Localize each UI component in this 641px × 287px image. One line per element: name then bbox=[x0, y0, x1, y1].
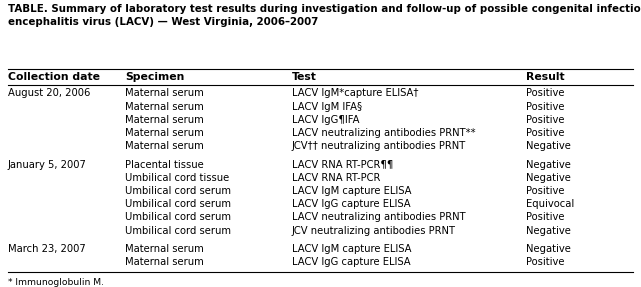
Text: LACV IgM*capture ELISA†: LACV IgM*capture ELISA† bbox=[292, 88, 418, 98]
Text: LACV IgG capture ELISA: LACV IgG capture ELISA bbox=[292, 257, 410, 267]
Text: LACV RNA RT-PCR¶¶: LACV RNA RT-PCR¶¶ bbox=[292, 160, 393, 170]
Text: Negative: Negative bbox=[526, 244, 570, 254]
Text: Umbilical cord tissue: Umbilical cord tissue bbox=[125, 173, 229, 183]
Text: LACV IgM IFA§: LACV IgM IFA§ bbox=[292, 102, 362, 112]
Text: Negative: Negative bbox=[526, 160, 570, 170]
Text: LACV RNA RT-PCR: LACV RNA RT-PCR bbox=[292, 173, 380, 183]
Text: Maternal serum: Maternal serum bbox=[125, 128, 204, 138]
Text: LACV IgG¶IFA: LACV IgG¶IFA bbox=[292, 115, 359, 125]
Text: * Immunoglobulin M.: * Immunoglobulin M. bbox=[8, 278, 104, 286]
Text: Negative: Negative bbox=[526, 141, 570, 151]
Text: Positive: Positive bbox=[526, 102, 564, 112]
Text: Maternal serum: Maternal serum bbox=[125, 88, 204, 98]
Text: Positive: Positive bbox=[526, 88, 564, 98]
Text: Maternal serum: Maternal serum bbox=[125, 141, 204, 151]
Text: LACV neutralizing antibodies PRNT: LACV neutralizing antibodies PRNT bbox=[292, 212, 465, 222]
Text: March 23, 2007: March 23, 2007 bbox=[8, 244, 85, 254]
Text: Equivocal: Equivocal bbox=[526, 199, 574, 209]
Text: August 20, 2006: August 20, 2006 bbox=[8, 88, 90, 98]
Text: LACV IgG capture ELISA: LACV IgG capture ELISA bbox=[292, 199, 410, 209]
Text: Specimen: Specimen bbox=[125, 72, 185, 82]
Text: Maternal serum: Maternal serum bbox=[125, 244, 204, 254]
Text: Positive: Positive bbox=[526, 128, 564, 138]
Text: Maternal serum: Maternal serum bbox=[125, 115, 204, 125]
Text: Result: Result bbox=[526, 72, 564, 82]
Text: Positive: Positive bbox=[526, 212, 564, 222]
Text: JCV neutralizing antibodies PRNT: JCV neutralizing antibodies PRNT bbox=[292, 226, 456, 236]
Text: Positive: Positive bbox=[526, 186, 564, 196]
Text: Umbilical cord serum: Umbilical cord serum bbox=[125, 212, 231, 222]
Text: LACV neutralizing antibodies PRNT**: LACV neutralizing antibodies PRNT** bbox=[292, 128, 475, 138]
Text: LACV IgM capture ELISA: LACV IgM capture ELISA bbox=[292, 244, 411, 254]
Text: Collection date: Collection date bbox=[8, 72, 100, 82]
Text: Test: Test bbox=[292, 72, 317, 82]
Text: January 5, 2007: January 5, 2007 bbox=[8, 160, 87, 170]
Text: LACV IgM capture ELISA: LACV IgM capture ELISA bbox=[292, 186, 411, 196]
Text: Maternal serum: Maternal serum bbox=[125, 102, 204, 112]
Text: Maternal serum: Maternal serum bbox=[125, 257, 204, 267]
Text: Umbilical cord serum: Umbilical cord serum bbox=[125, 186, 231, 196]
Text: TABLE. Summary of laboratory test results during investigation and follow-up of : TABLE. Summary of laboratory test result… bbox=[8, 4, 641, 27]
Text: Placental tissue: Placental tissue bbox=[125, 160, 204, 170]
Text: Negative: Negative bbox=[526, 226, 570, 236]
Text: Positive: Positive bbox=[526, 257, 564, 267]
Text: JCV†† neutralizing antibodies PRNT: JCV†† neutralizing antibodies PRNT bbox=[292, 141, 466, 151]
Text: Umbilical cord serum: Umbilical cord serum bbox=[125, 226, 231, 236]
Text: Positive: Positive bbox=[526, 115, 564, 125]
Text: Negative: Negative bbox=[526, 173, 570, 183]
Text: Umbilical cord serum: Umbilical cord serum bbox=[125, 199, 231, 209]
